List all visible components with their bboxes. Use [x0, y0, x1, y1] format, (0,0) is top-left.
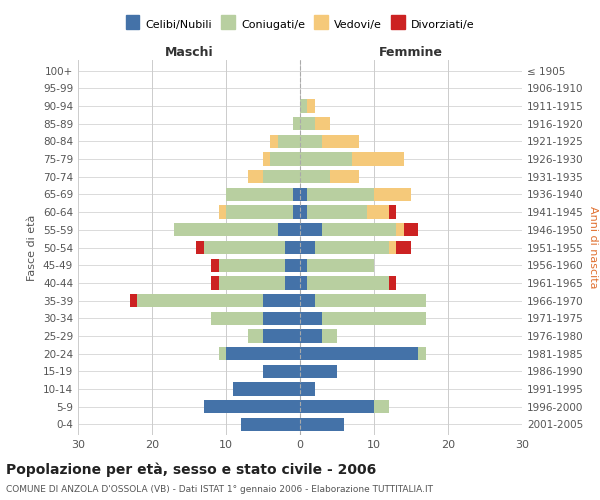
Bar [300, 330, 322, 342]
Bar [285, 241, 300, 254]
Bar [307, 188, 374, 201]
Bar [278, 223, 300, 236]
Bar [300, 382, 315, 396]
Bar [374, 400, 389, 413]
Bar [389, 241, 396, 254]
Bar [218, 276, 285, 289]
Bar [300, 223, 322, 236]
Bar [204, 241, 285, 254]
Bar [322, 330, 337, 342]
Bar [263, 364, 300, 378]
Bar [263, 312, 300, 325]
Bar [285, 258, 300, 272]
Bar [300, 418, 344, 431]
Y-axis label: Fasce di età: Fasce di età [28, 214, 37, 280]
Bar [389, 206, 396, 219]
Bar [211, 276, 218, 289]
Bar [300, 364, 337, 378]
Bar [367, 206, 389, 219]
Bar [300, 276, 307, 289]
Bar [271, 134, 278, 148]
Bar [218, 258, 285, 272]
Bar [404, 223, 418, 236]
Bar [226, 188, 293, 201]
Bar [211, 312, 263, 325]
Bar [174, 223, 278, 236]
Text: Femmine: Femmine [379, 46, 443, 59]
Bar [389, 276, 396, 289]
Bar [211, 258, 218, 272]
Bar [300, 134, 322, 148]
Bar [300, 258, 307, 272]
Bar [322, 134, 359, 148]
Bar [307, 206, 367, 219]
Bar [137, 294, 263, 307]
Bar [226, 206, 293, 219]
Bar [263, 294, 300, 307]
Bar [130, 294, 137, 307]
Bar [196, 241, 204, 254]
Bar [300, 294, 315, 307]
Bar [300, 188, 307, 201]
Bar [322, 223, 396, 236]
Bar [300, 117, 315, 130]
Bar [218, 347, 226, 360]
Bar [307, 258, 374, 272]
Bar [263, 170, 300, 183]
Bar [278, 134, 300, 148]
Bar [300, 152, 352, 166]
Bar [396, 241, 411, 254]
Bar [396, 223, 404, 236]
Bar [218, 206, 226, 219]
Bar [300, 170, 329, 183]
Bar [352, 152, 404, 166]
Bar [300, 241, 315, 254]
Bar [300, 400, 374, 413]
Bar [285, 276, 300, 289]
Bar [300, 312, 322, 325]
Text: COMUNE DI ANZOLA D'OSSOLA (VB) - Dati ISTAT 1° gennaio 2006 - Elaborazione TUTTI: COMUNE DI ANZOLA D'OSSOLA (VB) - Dati IS… [6, 485, 433, 494]
Bar [315, 294, 426, 307]
Bar [226, 347, 300, 360]
Bar [418, 347, 426, 360]
Bar [263, 330, 300, 342]
Bar [307, 276, 389, 289]
Bar [300, 206, 307, 219]
Y-axis label: Anni di nascita: Anni di nascita [587, 206, 598, 289]
Bar [374, 188, 411, 201]
Text: Popolazione per età, sesso e stato civile - 2006: Popolazione per età, sesso e stato civil… [6, 462, 376, 477]
Bar [248, 330, 263, 342]
Legend: Celibi/Nubili, Coniugati/e, Vedovi/e, Divorziati/e: Celibi/Nubili, Coniugati/e, Vedovi/e, Di… [124, 17, 476, 32]
Bar [248, 170, 263, 183]
Bar [315, 117, 329, 130]
Bar [300, 347, 418, 360]
Text: Maschi: Maschi [164, 46, 214, 59]
Bar [204, 400, 300, 413]
Bar [263, 152, 271, 166]
Bar [307, 100, 315, 112]
Bar [329, 170, 359, 183]
Bar [241, 418, 300, 431]
Bar [293, 188, 300, 201]
Bar [300, 100, 307, 112]
Bar [293, 206, 300, 219]
Bar [271, 152, 300, 166]
Bar [315, 241, 389, 254]
Bar [293, 117, 300, 130]
Bar [233, 382, 300, 396]
Bar [322, 312, 426, 325]
